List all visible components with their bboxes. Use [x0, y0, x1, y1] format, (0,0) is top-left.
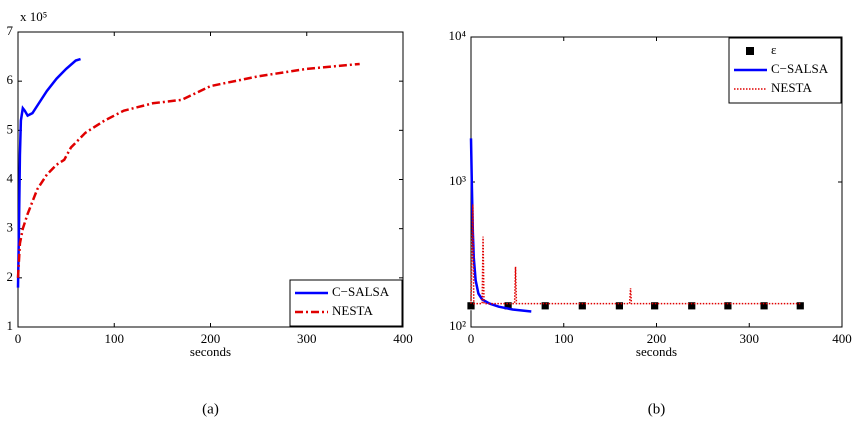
series-line [16, 57, 81, 288]
marker [687, 301, 697, 311]
y-tick-label: 7 [7, 23, 14, 38]
marker [577, 301, 587, 311]
series-line [469, 138, 532, 313]
marker [650, 301, 660, 311]
y-tick-label: 10² [449, 318, 466, 333]
legend-box [289, 279, 403, 327]
marker [615, 301, 624, 311]
y-tick-label: 5 [7, 121, 14, 136]
x-tick-label: 100 [105, 331, 125, 346]
y-tick-label: 10³ [449, 173, 466, 188]
y-tick-label: 4 [7, 170, 14, 185]
marker [759, 301, 769, 311]
y-tick-label: 10⁴ [448, 28, 466, 43]
legend-label: ε [771, 42, 777, 57]
x-tick-label: 200 [647, 331, 667, 346]
marker [466, 301, 476, 311]
x-tick-label: 200 [201, 331, 221, 346]
legend-label: NESTA [771, 80, 812, 95]
caption: (a) [202, 401, 219, 417]
y-tick-label: 3 [7, 220, 14, 235]
x-tick-label: 400 [832, 331, 852, 346]
legend-label: NESTA [332, 303, 373, 318]
x-tick-label: 400 [393, 331, 413, 346]
series-line [470, 204, 801, 305]
y-tick-label: 2 [7, 269, 14, 284]
marker [795, 301, 805, 311]
x-tick-label: 0 [15, 331, 22, 346]
x-tick-label: 300 [297, 331, 317, 346]
legend-marker [746, 47, 754, 55]
y-multiplier: x 10⁵ [20, 9, 47, 24]
legend-label: C−SALSA [332, 284, 390, 299]
marker [723, 301, 733, 311]
x-tick-label: 300 [740, 331, 760, 346]
x-axis-label: seconds [190, 344, 231, 359]
caption: (b) [648, 401, 666, 417]
x-axis-label: seconds [636, 344, 677, 359]
legend-label: C−SALSA [771, 61, 829, 76]
x-tick-label: 100 [554, 331, 574, 346]
y-tick-label: 1 [7, 318, 14, 333]
y-tick-label: 6 [7, 72, 14, 87]
series-line [16, 62, 360, 278]
marker [540, 301, 550, 311]
x-tick-label: 0 [468, 331, 475, 346]
